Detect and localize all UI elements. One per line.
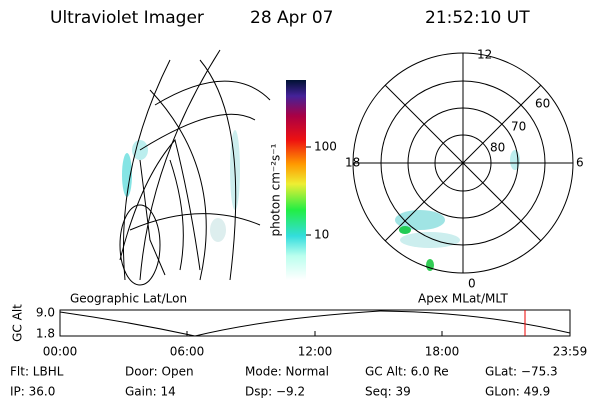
colorbar-tick: 100 xyxy=(314,140,337,154)
footer-field: Seq: 39 xyxy=(365,385,411,399)
altitude-label: GC Alt xyxy=(11,304,25,342)
y-tick-label: 1.8 xyxy=(36,327,55,341)
mlt-label: 0 xyxy=(468,277,476,291)
x-tick-label: 18:00 xyxy=(425,345,460,359)
footer-field: Mode: Normal xyxy=(245,365,329,379)
polar-plot xyxy=(352,52,574,274)
altitude-plot xyxy=(59,309,571,337)
x-tick-label: 12:00 xyxy=(298,345,333,359)
x-tick-label: 23:59 xyxy=(553,345,588,359)
footer-field: Dsp: −9.2 xyxy=(245,385,305,399)
mlat-label: 70 xyxy=(511,120,526,134)
y-tick-label: 9.0 xyxy=(36,306,55,320)
footer-field: IP: 36.0 xyxy=(10,385,55,399)
footer-field: GC Alt: 6.0 Re xyxy=(365,365,449,379)
x-tick-label: 00:00 xyxy=(43,345,78,359)
footer-field: Flt: LBHL xyxy=(10,365,64,379)
footer-field: GLon: 49.9 xyxy=(485,385,550,399)
x-tick-label: 06:00 xyxy=(170,345,205,359)
mlat-label: 80 xyxy=(490,141,505,155)
mlat-label: 60 xyxy=(535,97,550,111)
footer-field: GLat: −75.3 xyxy=(485,365,558,379)
map-label: Geographic Lat/Lon xyxy=(70,292,187,306)
polar-label: Apex MLat/MLT xyxy=(418,292,508,306)
time: 21:52:10 UT xyxy=(425,8,530,28)
mlt-label: 18 xyxy=(345,156,360,170)
footer: Flt: LBHL Door: Open Mode: Normal GC Alt: 6… xyxy=(10,365,558,399)
map xyxy=(119,49,271,286)
mlt-label: 6 xyxy=(576,156,584,170)
footer-field: Door: Open xyxy=(125,365,194,379)
colorbar-tick: 10 xyxy=(314,228,329,242)
colorbar xyxy=(286,80,306,280)
mlt-label: 12 xyxy=(477,48,492,62)
colorbar-label: photon cm⁻²s⁻¹ xyxy=(269,143,283,236)
date: 28 Apr 07 xyxy=(250,8,333,28)
title: Ultraviolet Imager xyxy=(50,8,204,28)
footer-field: Gain: 14 xyxy=(125,385,176,399)
